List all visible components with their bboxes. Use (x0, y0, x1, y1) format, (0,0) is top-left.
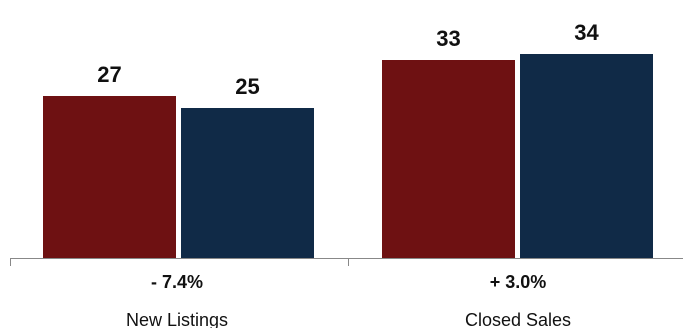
category-label-closed-sales: Closed Sales (465, 310, 571, 328)
change-label-closed-sales: + 3.0% (490, 272, 547, 292)
value-label-closed-sales-2: 34 (574, 20, 599, 45)
bar-closed-sales-2 (520, 54, 653, 258)
category-label-new-listings: New Listings (126, 310, 228, 328)
bar-closed-sales-1 (382, 60, 515, 258)
value-label-closed-sales-1: 33 (436, 26, 460, 51)
change-label-new-listings: - 7.4% (151, 272, 203, 292)
bar-new-listings-1 (43, 96, 176, 258)
value-labels-group: 27 25 33 34 (97, 20, 599, 99)
bar-new-listings-2 (181, 108, 314, 258)
value-label-new-listings-2: 25 (235, 74, 259, 99)
bars-group (43, 54, 653, 258)
value-label-new-listings-1: 27 (97, 62, 121, 87)
x-axis-ticks (10, 258, 349, 266)
